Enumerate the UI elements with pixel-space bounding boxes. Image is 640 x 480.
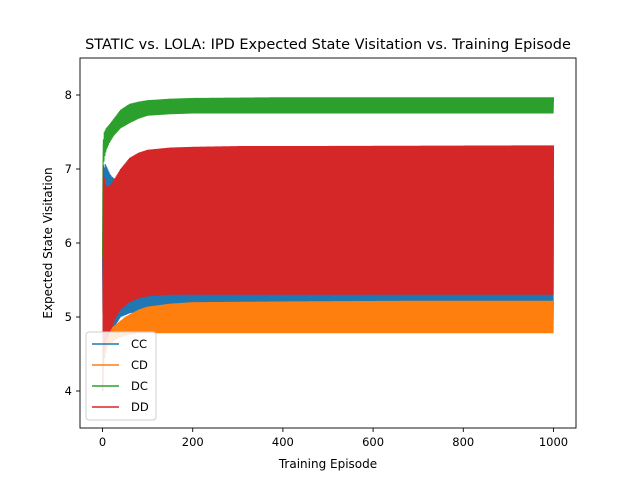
- chart-title: STATIC vs. LOLA: IPD Expected State Visi…: [85, 37, 571, 53]
- y-tick-label: 8: [65, 88, 72, 102]
- x-tick-label: 0: [99, 435, 106, 449]
- x-tick-label: 800: [452, 435, 474, 449]
- x-tick-label: 600: [362, 435, 384, 449]
- x-axis-label: Training Episode: [278, 457, 377, 471]
- legend-label-dc: DC: [131, 379, 148, 393]
- x-tick-label: 200: [182, 435, 204, 449]
- legend-label-cd: CD: [131, 358, 148, 372]
- y-tick-label: 6: [65, 236, 72, 250]
- y-tick-label: 4: [65, 384, 72, 398]
- legend-label-dd: DD: [131, 400, 149, 414]
- series-line-dd: [101, 145, 555, 392]
- y-tick-label: 7: [65, 162, 72, 176]
- series-line-dc: [101, 97, 555, 258]
- x-tick-label: 400: [272, 435, 294, 449]
- legend: CC CD DC DD: [85, 331, 157, 421]
- x-tick-label: 1000: [539, 435, 568, 449]
- x-axis: 0 200 400 600 800 1000: [99, 428, 568, 449]
- y-tick-label: 5: [65, 310, 72, 324]
- series-line-cd: [101, 205, 555, 392]
- y-axis-label: Expected State Visitation: [41, 167, 55, 318]
- legend-box: [85, 331, 157, 421]
- plot-area: [101, 97, 555, 392]
- legend-label-cc: CC: [131, 337, 147, 351]
- y-axis: 4 5 6 7 8: [65, 88, 80, 398]
